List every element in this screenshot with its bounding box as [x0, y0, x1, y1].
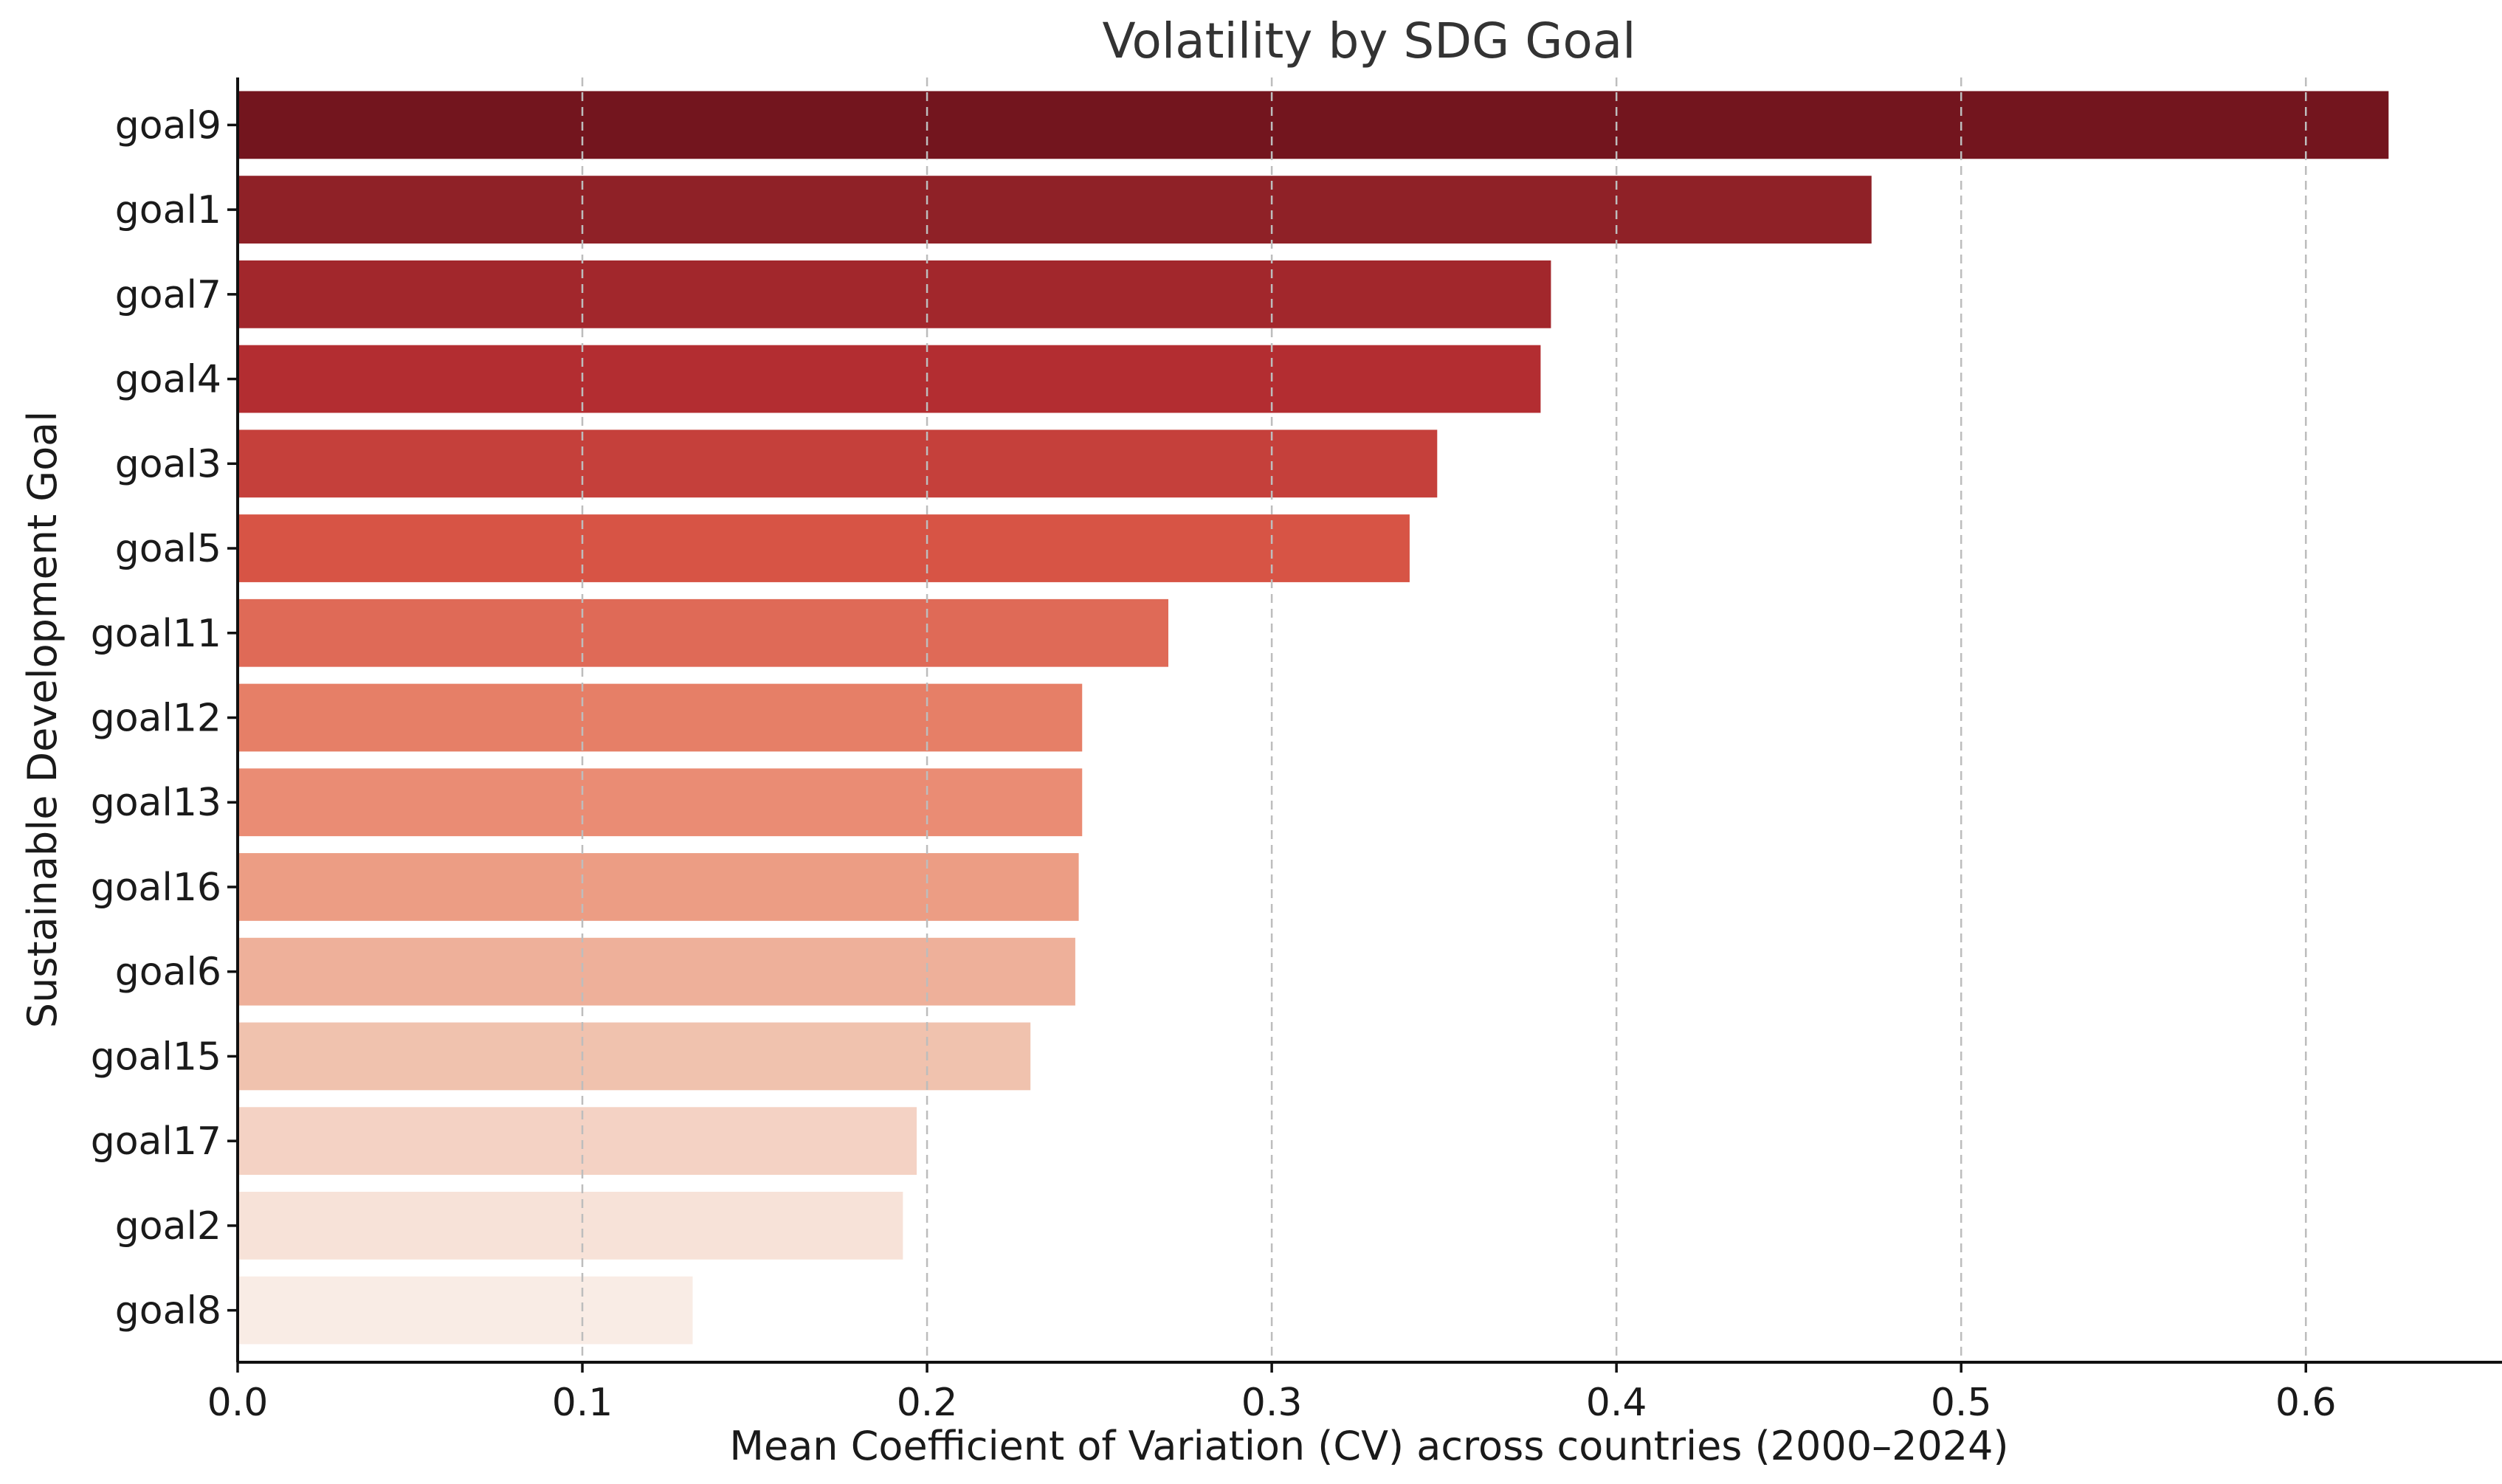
bar-goal9 [239, 91, 2389, 159]
bar-goal17 [239, 1107, 917, 1176]
y-tick-label-goal2: goal2 [115, 1204, 221, 1249]
bar-goal16 [239, 853, 1079, 921]
y-tick-label-goal9: goal9 [115, 103, 221, 148]
y-tick-label-goal15: goal15 [91, 1035, 221, 1079]
y-tick-label-goal6: goal6 [115, 950, 221, 995]
x-tick-label: 0.0 [207, 1381, 269, 1425]
x-tick-label: 0.6 [2275, 1381, 2337, 1425]
bar-goal15 [239, 1022, 1031, 1091]
x-tick-label: 0.4 [1586, 1381, 1647, 1425]
y-axis-label: Sustainable Development Goal [19, 411, 66, 1029]
y-tick-label-goal16: goal16 [91, 866, 221, 910]
bar-goal5 [239, 514, 1410, 582]
chart-title: Volatility by SDG Goal [1102, 13, 1636, 69]
y-tick-label-goal8: goal8 [115, 1289, 221, 1333]
x-ticks: 0.0 0.1 0.2 0.3 0.4 0.5 0.6 [207, 1362, 2337, 1425]
y-tick-label-goal7: goal7 [115, 273, 221, 317]
x-tick-label: 0.3 [1241, 1381, 1303, 1425]
bar-goal2 [239, 1192, 903, 1260]
bar-goal8 [239, 1276, 693, 1345]
x-tick-label: 0.2 [897, 1381, 958, 1425]
y-tick-label-goal3: goal3 [115, 442, 221, 486]
y-tick-label-goal5: goal5 [115, 527, 221, 571]
y-tick-label-goal17: goal17 [91, 1119, 221, 1164]
x-axis-label: Mean Coefficient of Variation (CV) acros… [729, 1423, 2008, 1469]
bar-goal11 [239, 598, 1169, 667]
y-tick-label-goal12: goal12 [91, 697, 221, 741]
x-tick-label: 0.5 [1931, 1381, 1992, 1425]
bar-goal3 [239, 429, 1438, 498]
y-ticks: goal9 goal1 goal7 goal4 goal3 goal5 goal11 goal… [91, 103, 238, 1333]
bar-goal4 [239, 345, 1541, 413]
y-tick-label-goal4: goal4 [115, 358, 221, 402]
y-tick-label-goal1: goal1 [115, 188, 221, 232]
bar-goal12 [239, 683, 1083, 752]
bars [239, 77, 2389, 1362]
x-tick-label: 0.1 [552, 1381, 613, 1425]
y-tick-label-goal13: goal13 [91, 781, 221, 825]
bar-goal1 [239, 176, 1872, 244]
bar-goal7 [239, 260, 1551, 328]
y-tick-label-goal11: goal11 [91, 612, 221, 656]
bar-goal6 [239, 937, 1075, 1006]
bar-goal13 [239, 768, 1083, 837]
axes [236, 77, 2502, 1364]
